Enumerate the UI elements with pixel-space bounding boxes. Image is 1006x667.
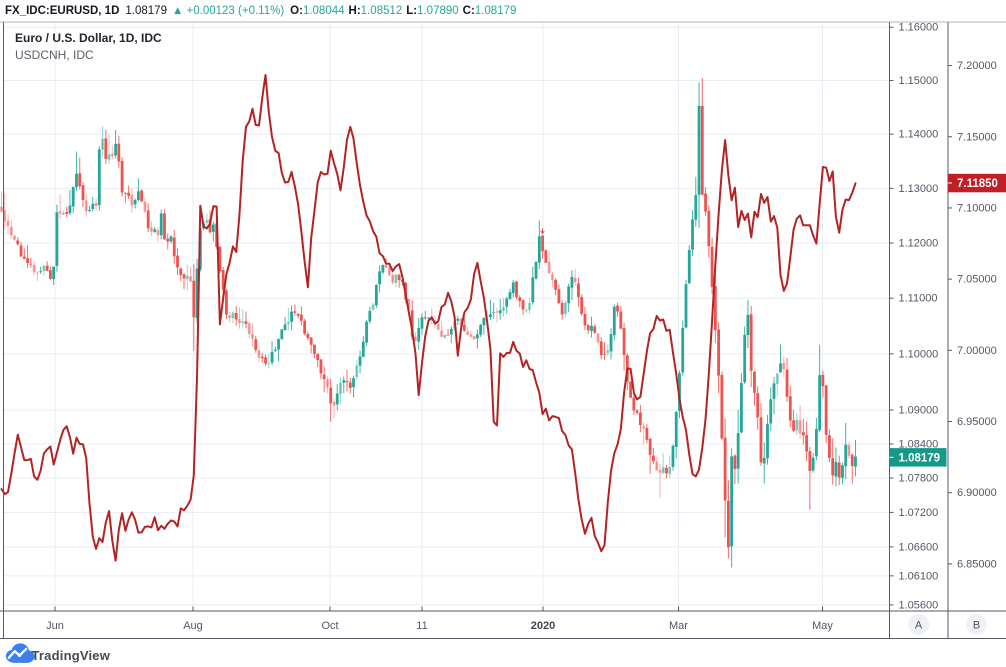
svg-text:May: May <box>812 620 833 632</box>
svg-text:1.08179: 1.08179 <box>899 452 941 464</box>
svg-text:7.11850: 7.11850 <box>957 178 998 190</box>
svg-text:1.08400: 1.08400 <box>899 438 939 450</box>
svg-text:1.07800: 1.07800 <box>899 473 939 485</box>
svg-text:TradingView: TradingView <box>32 648 111 663</box>
svg-text:Oct: Oct <box>321 620 338 632</box>
svg-text:11: 11 <box>416 620 427 632</box>
svg-text:6.85000: 6.85000 <box>957 558 997 570</box>
svg-text:7.10000: 7.10000 <box>957 202 997 214</box>
svg-text:Mar: Mar <box>669 620 688 632</box>
svg-text:1.09000: 1.09000 <box>899 405 939 417</box>
svg-text:1.07200: 1.07200 <box>899 507 939 519</box>
svg-text:1.06100: 1.06100 <box>899 570 939 582</box>
svg-text:6.95000: 6.95000 <box>957 416 997 428</box>
svg-text:1.11000: 1.11000 <box>899 293 938 305</box>
svg-text:7.00000: 7.00000 <box>957 345 997 357</box>
svg-text:1.16000: 1.16000 <box>899 22 939 34</box>
svg-text:Aug: Aug <box>183 620 203 632</box>
svg-text:7.15000: 7.15000 <box>957 131 997 143</box>
svg-text:6.90000: 6.90000 <box>957 487 997 499</box>
svg-text:7.05000: 7.05000 <box>957 274 997 286</box>
svg-text:1.06600: 1.06600 <box>899 541 939 553</box>
svg-text:1.14000: 1.14000 <box>899 129 939 141</box>
svg-text:A: A <box>915 620 923 632</box>
svg-text:1.13000: 1.13000 <box>899 183 939 195</box>
svg-text:FX_IDC:EURUSD, 1D1.08179▲ +0.0: FX_IDC:EURUSD, 1D 1.08179 ▲ +0.00123 (+0.1… <box>5 5 516 17</box>
svg-text:1.12000: 1.12000 <box>899 238 939 250</box>
svg-text:1.15000: 1.15000 <box>899 75 939 87</box>
svg-text:Euro / U.S. Dollar, 1D, IDC: Euro / U.S. Dollar, 1D, IDC <box>15 31 162 45</box>
svg-text:Jun: Jun <box>46 620 64 632</box>
svg-text:USDCNH, IDC: USDCNH, IDC <box>15 48 94 62</box>
svg-text:7.20000: 7.20000 <box>957 60 997 72</box>
svg-text:1.10000: 1.10000 <box>899 348 939 360</box>
svg-text:B: B <box>973 620 980 632</box>
svg-text:2020: 2020 <box>531 620 555 632</box>
svg-text:1.05600: 1.05600 <box>899 599 939 611</box>
